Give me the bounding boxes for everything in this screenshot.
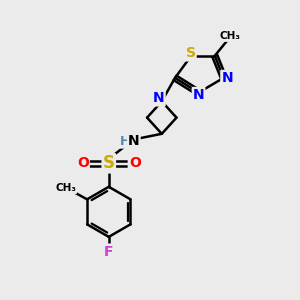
Text: H: H xyxy=(120,135,130,148)
Text: O: O xyxy=(129,156,141,170)
Text: S: S xyxy=(103,154,115,172)
Text: CH₃: CH₃ xyxy=(219,31,240,41)
Text: F: F xyxy=(104,244,113,259)
Text: N: N xyxy=(193,88,204,102)
Text: CH₃: CH₃ xyxy=(55,183,76,193)
Text: N: N xyxy=(128,134,140,148)
Text: N: N xyxy=(221,71,233,85)
Text: N: N xyxy=(153,92,165,106)
Text: S: S xyxy=(186,46,196,60)
Text: O: O xyxy=(77,156,89,170)
